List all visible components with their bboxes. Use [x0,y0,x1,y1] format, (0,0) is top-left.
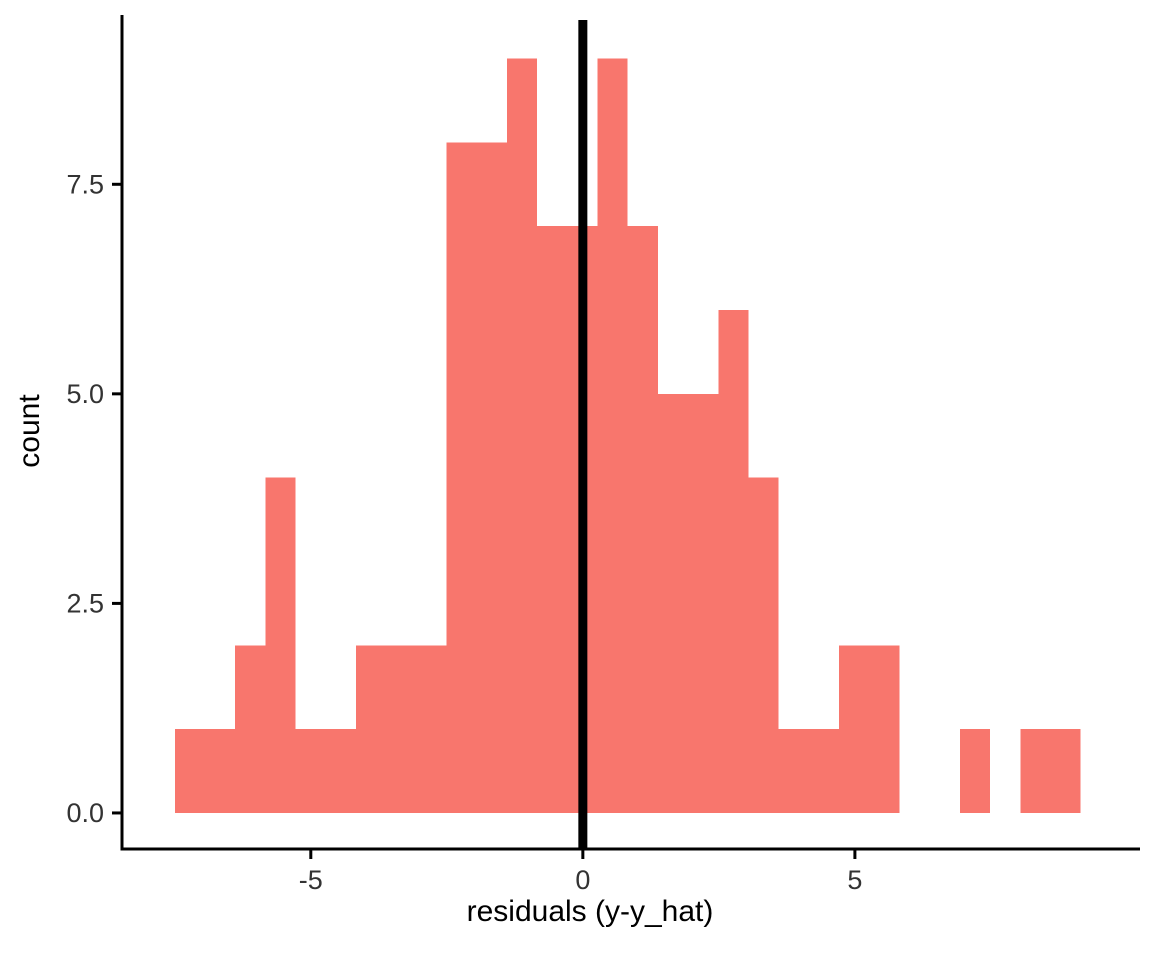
histogram-bar [597,58,628,813]
histogram-bar [627,226,658,813]
y-tick-label: 0.0 [66,798,104,828]
histogram-bar [657,393,689,813]
histogram-bar [235,645,266,813]
y-tick-label: 5.0 [66,379,104,409]
histogram-bar [808,729,840,813]
y-tick-label: 2.5 [66,588,104,618]
histogram-bar [416,645,447,813]
histogram-bar [506,58,538,813]
histogram-bar [959,729,991,813]
x-axis-title: residuals (y-y_hat) [466,895,714,928]
histogram-bar [204,729,236,813]
histogram-bar [1020,729,1051,813]
histogram-bar [778,729,809,813]
histogram-bar [869,645,900,813]
histogram-bar [355,645,387,813]
y-axis-title: count [13,394,46,468]
histogram-bar [174,729,205,813]
x-tick-label: -5 [299,865,323,895]
histogram-bar [265,477,296,813]
y-tick-label: 7.5 [66,169,104,199]
histogram-bar [476,142,507,813]
histogram-bars [174,58,1081,813]
zero-reference-line [578,20,588,849]
histogram-bar [1050,729,1081,813]
histogram-bar [537,226,568,813]
x-tick-label: 0 [575,865,590,895]
histogram-bar [688,393,719,813]
histogram-bar [718,310,749,813]
histogram-bar [325,729,356,813]
histogram-bar [295,729,326,813]
histogram-bar [446,142,477,813]
x-tick-label: 5 [847,865,862,895]
histogram-bar [386,645,417,813]
histogram-bar [748,477,779,813]
histogram-bar [839,645,870,813]
